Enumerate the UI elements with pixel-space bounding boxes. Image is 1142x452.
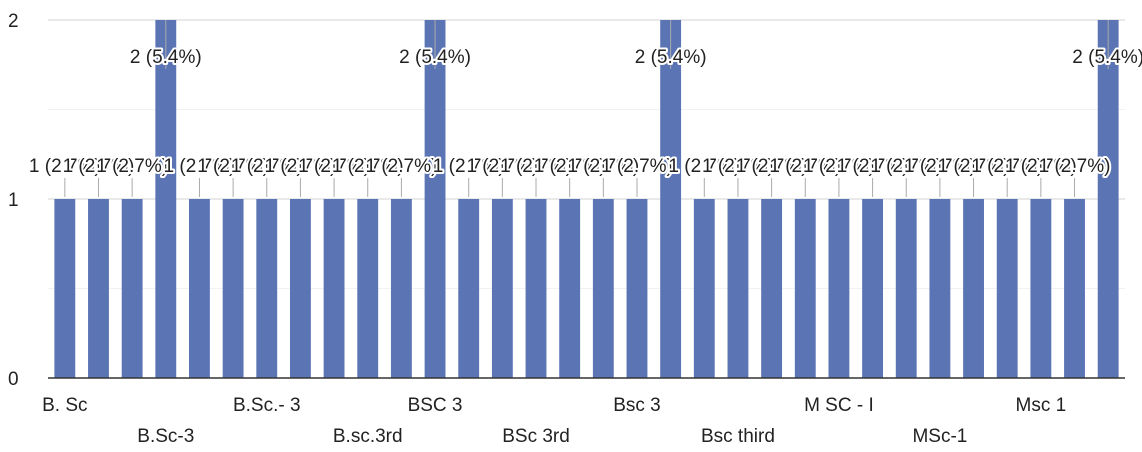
data-label: 2 (5.4%) (130, 47, 202, 68)
data-label: 1 (2.7%) (332, 156, 404, 177)
data-label: 2 (5.4%) (635, 47, 707, 68)
x-tick-label: Bsc third (701, 426, 775, 447)
bar (727, 199, 749, 378)
data-label: 1 (2.7%) (1005, 156, 1077, 177)
data-labels: 1 (2.7%)1 (2.7%)1 (2.7%)2 (5.4%)1 (2.7%)… (27, 20, 1142, 197)
x-tick-label: Bsc 3 (613, 395, 661, 416)
x-tick-label: Msc 1 (1016, 395, 1067, 416)
data-label: 1 (2.7%) (971, 156, 1043, 177)
y-tick-label: 0 (8, 369, 19, 390)
bar (895, 199, 917, 378)
data-label: 1 (2.7%) (567, 156, 639, 177)
data-label: 1 (2.7%) (96, 156, 168, 177)
data-label: 1 (2.7%) (837, 156, 909, 177)
data-label: 1 (2.7%) (736, 156, 808, 177)
data-label: 1 (2.7%) (500, 156, 572, 177)
bar (761, 199, 783, 378)
bar (660, 20, 682, 378)
data-label: 1 (2.7%) (231, 156, 303, 177)
bar (1064, 199, 1085, 378)
bar (862, 199, 884, 378)
data-label: 1 (2.7%) (668, 156, 740, 177)
bar (559, 199, 581, 378)
bar (121, 199, 143, 378)
y-tick-label: 2 (8, 11, 19, 32)
data-label: 1 (2.7%) (365, 156, 437, 177)
data-label: 1 (2.7%) (197, 156, 269, 177)
bar (929, 199, 951, 378)
bar (357, 199, 379, 378)
bar (256, 199, 278, 378)
x-tick-label: B.Sc.- 3 (233, 395, 301, 416)
data-label: 1 (2.7%) (298, 156, 370, 177)
bar (491, 199, 513, 378)
data-label: 1 (2.7%) (803, 156, 875, 177)
data-label: 1 (2.7%) (63, 156, 135, 177)
bar (289, 199, 311, 378)
bar (189, 199, 210, 378)
bars (54, 20, 1119, 378)
data-label: 1 (2.7%) (904, 156, 976, 177)
data-label: 1 (2.7%) (466, 156, 538, 177)
bar (54, 199, 76, 378)
bar (1030, 199, 1052, 378)
bar (828, 199, 850, 378)
x-tick-label: B.sc.3rd (333, 426, 403, 447)
data-label: 1 (2.7%) (769, 156, 841, 177)
y-axis-ticks: 0 1 2 (8, 11, 19, 390)
bar (592, 199, 614, 378)
data-label: 1 (2.7%) (702, 156, 774, 177)
data-label: 1 (2.7%) (601, 156, 673, 177)
bar (424, 20, 446, 378)
x-tick-label: M SC - I (804, 395, 874, 416)
bar (88, 199, 109, 378)
bar (996, 199, 1018, 378)
bar (222, 199, 244, 378)
data-label: 1 (2.7%) (433, 156, 505, 177)
data-label: 1 (2.7%) (1039, 156, 1111, 177)
data-label: 1 (2.7%) (265, 156, 337, 177)
bar (323, 199, 345, 378)
x-tick-label: B.Sc-3 (137, 426, 194, 447)
x-tick-label: B. Sc (42, 395, 87, 416)
bar (155, 20, 177, 378)
bar (1097, 20, 1119, 378)
bar (626, 199, 648, 378)
data-label: 1 (2.7%) (534, 156, 606, 177)
x-tick-label: BSc 3rd (502, 426, 570, 447)
bar (458, 199, 480, 378)
bar (963, 199, 984, 378)
data-label: 1 (2.7%) (870, 156, 942, 177)
data-label: 2 (5.4%) (1072, 47, 1142, 68)
x-tick-label: MSc-1 (912, 426, 967, 447)
data-label: 1 (2.7%) (29, 156, 101, 177)
x-tick-label: BSC 3 (408, 395, 463, 416)
bar (390, 199, 412, 378)
bar (794, 199, 816, 378)
bar (693, 199, 715, 378)
data-label: 1 (2.7%) (164, 156, 236, 177)
data-label: 2 (5.4%) (399, 47, 471, 68)
data-label: 1 (2.7%) (938, 156, 1010, 177)
y-tick-label: 1 (8, 190, 19, 211)
bar (525, 199, 547, 378)
